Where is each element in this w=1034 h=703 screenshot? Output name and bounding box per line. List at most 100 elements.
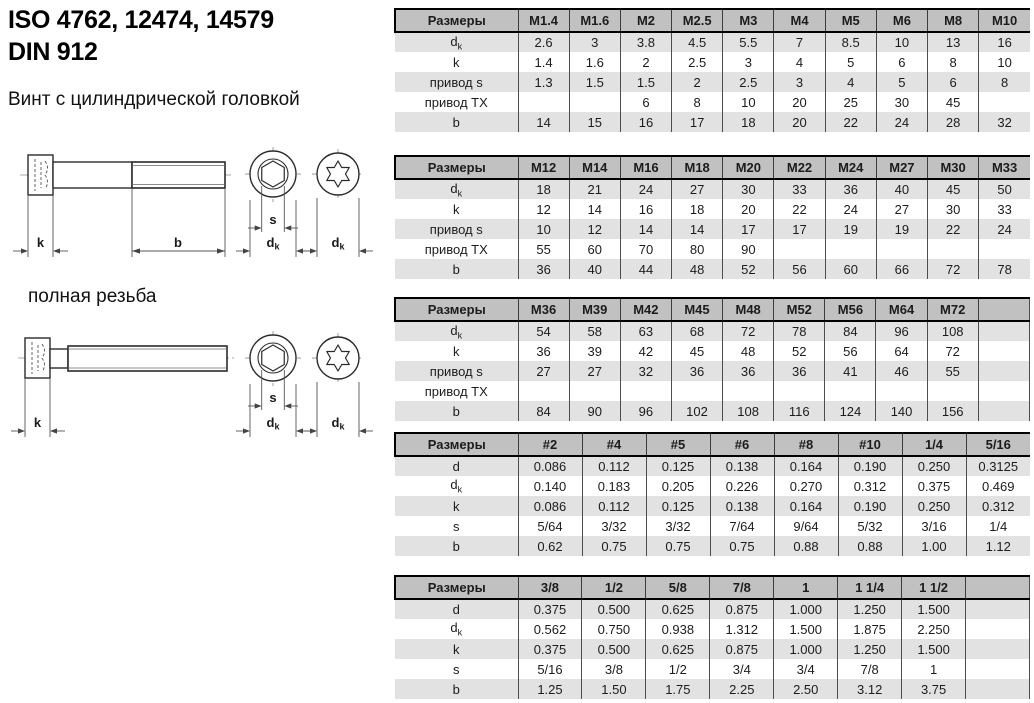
data-cell: 14 — [671, 219, 723, 239]
hex-socket-end-view — [245, 147, 301, 202]
data-cell: 1 — [901, 659, 966, 679]
data-cell: 40 — [875, 179, 928, 199]
data-cell: 17 — [773, 219, 826, 239]
dim-label-b: b — [174, 235, 182, 250]
data-cell: 10 — [517, 219, 570, 239]
data-cell: 27 — [568, 361, 621, 381]
data-cell — [977, 361, 1031, 381]
data-cell — [875, 239, 928, 259]
size-column-header: M12 — [517, 155, 570, 180]
data-cell: 12 — [517, 199, 570, 219]
size-column-header: 7/8 — [709, 575, 774, 600]
size-column-header: M2 — [619, 8, 672, 33]
data-cell: 108 — [722, 401, 774, 421]
dimension-table-metric-small: Размеры M1.4 M1.6 M2 M2.5 M3 M4 M5 M6 M8 M10 dk 2.6 3… — [394, 8, 1030, 132]
data-cell: 78 — [773, 321, 825, 341]
size-column-header: #4 — [581, 432, 646, 457]
data-cell: 30 — [926, 199, 979, 219]
data-cell: 27 — [875, 199, 928, 219]
data-cell: 27 — [517, 361, 570, 381]
header-row: Размеры 3/8 1/2 5/8 7/8 1 1 1/4 1 1/2 — [394, 575, 1030, 600]
data-cell: 55 — [926, 361, 979, 381]
dimension-table-imperial-large: Размеры 3/8 1/2 5/8 7/8 1 1 1/4 1 1/2 d 0.375 0.50… — [394, 575, 1030, 699]
tables-panel: Размеры M1.4 M1.6 M2 M2.5 M3 M4 M5 M6 M8 M10 dk 2.6 3… — [394, 0, 1034, 703]
data-cell: 0.270 — [773, 476, 838, 496]
screw-drawing-full-thread: k s dk — [11, 331, 373, 437]
data-cell: 0.250 — [901, 456, 966, 476]
torx-socket-icon — [326, 160, 350, 188]
size-column-header: M1.4 — [517, 8, 570, 33]
data-cell: 24 — [978, 219, 1030, 239]
data-cell — [619, 381, 672, 401]
row-label: b — [395, 401, 518, 421]
data-cell: 20 — [722, 199, 774, 219]
row-label: dk — [395, 179, 518, 199]
data-cell: 12 — [568, 219, 621, 239]
table-row: d 0.086 0.112 0.125 0.138 0.164 0.190 0.250 0.31… — [395, 456, 1030, 476]
data-cell: 0.625 — [645, 639, 710, 659]
table-row: привод TX 6 8 10 20 25 30 45 — [395, 92, 1030, 112]
size-column-header: M45 — [670, 297, 723, 322]
data-cell: 2.5 — [722, 72, 774, 92]
data-cell: 72 — [926, 259, 979, 279]
dimension-dk-torx-view: dk — [303, 198, 373, 257]
data-cell: 80 — [671, 239, 723, 259]
data-cell: 0.250 — [901, 496, 966, 516]
data-cell — [824, 239, 877, 259]
size-column-header: #6 — [709, 432, 774, 457]
size-column-header: #10 — [837, 432, 902, 457]
table-row: d 0.375 0.500 0.625 0.875 1.000 1.250 1.500 — [395, 599, 1030, 619]
data-cell: 0.938 — [645, 619, 710, 639]
data-cell: 36 — [517, 259, 570, 279]
table-row: k 1.4 1.6 2 2.5 3 4 5 6 8 10 — [395, 52, 1030, 72]
data-cell: 2.25 — [709, 679, 774, 699]
table-row: привод s 27 27 32 36 36 36 41 46 55 — [395, 361, 1031, 381]
data-cell: 45 — [670, 341, 723, 361]
data-cell: 3.75 — [901, 679, 966, 699]
data-cell: 16 — [619, 112, 672, 132]
data-cell — [965, 619, 1030, 639]
row-label: привод TX — [424, 241, 488, 257]
data-cell: 44 — [619, 259, 672, 279]
data-cell: 8 — [978, 72, 1030, 92]
dim-label-s: s — [269, 390, 276, 405]
row-label: s — [453, 518, 460, 534]
header-row: Размеры M36 M39 M42 M45 M48 M52 M56 M64 M72 — [394, 297, 1031, 322]
data-cell: 36 — [773, 361, 825, 381]
data-cell: 27 — [671, 179, 723, 199]
data-cell: 6 — [875, 52, 928, 72]
size-column-header: M64 — [875, 297, 928, 322]
data-cell: 3/4 — [709, 659, 774, 679]
size-column-header: M27 — [875, 155, 928, 180]
data-cell: 0.375 — [517, 639, 582, 659]
data-cell — [670, 381, 723, 401]
data-cell: 25 — [824, 92, 877, 112]
data-cell: 0.75 — [709, 536, 774, 556]
header-row: Размеры M12 M14 M16 M18 M20 M22 M24 M27 M30 M33 — [394, 155, 1030, 180]
dim-label-s: s — [269, 212, 276, 227]
row-label: привод TX — [424, 94, 488, 110]
data-cell: 90 — [722, 239, 774, 259]
sizes-header-cell: Размеры — [394, 432, 518, 457]
row-label: b — [395, 259, 518, 279]
data-cell: 19 — [824, 219, 877, 239]
size-column-header: M52 — [773, 297, 825, 322]
data-cell: 0.88 — [773, 536, 838, 556]
header-row: Размеры #2 #4 #5 #6 #8 #10 1/4 5/16 — [394, 432, 1030, 457]
data-cell: 3 — [568, 32, 621, 52]
data-cell: 1.5 — [568, 72, 621, 92]
size-column-header — [977, 297, 1031, 322]
data-cell: 1/4 — [965, 516, 1030, 536]
data-cell: 0.140 — [517, 476, 582, 496]
data-cell: 4 — [824, 72, 877, 92]
data-cell: 156 — [926, 401, 979, 421]
data-cell: 5/32 — [837, 516, 902, 536]
size-column-header: M33 — [978, 155, 1030, 180]
dimension-b: b — [131, 188, 226, 257]
data-cell: 4.5 — [671, 32, 723, 52]
data-cell: 0.205 — [645, 476, 710, 496]
table-row: s 5/64 3/32 3/32 7/64 9/64 5/32 3/16 1/4 — [395, 516, 1030, 536]
data-cell: 5/64 — [517, 516, 582, 536]
data-cell — [926, 381, 979, 401]
size-column-header: 1 — [773, 575, 838, 600]
